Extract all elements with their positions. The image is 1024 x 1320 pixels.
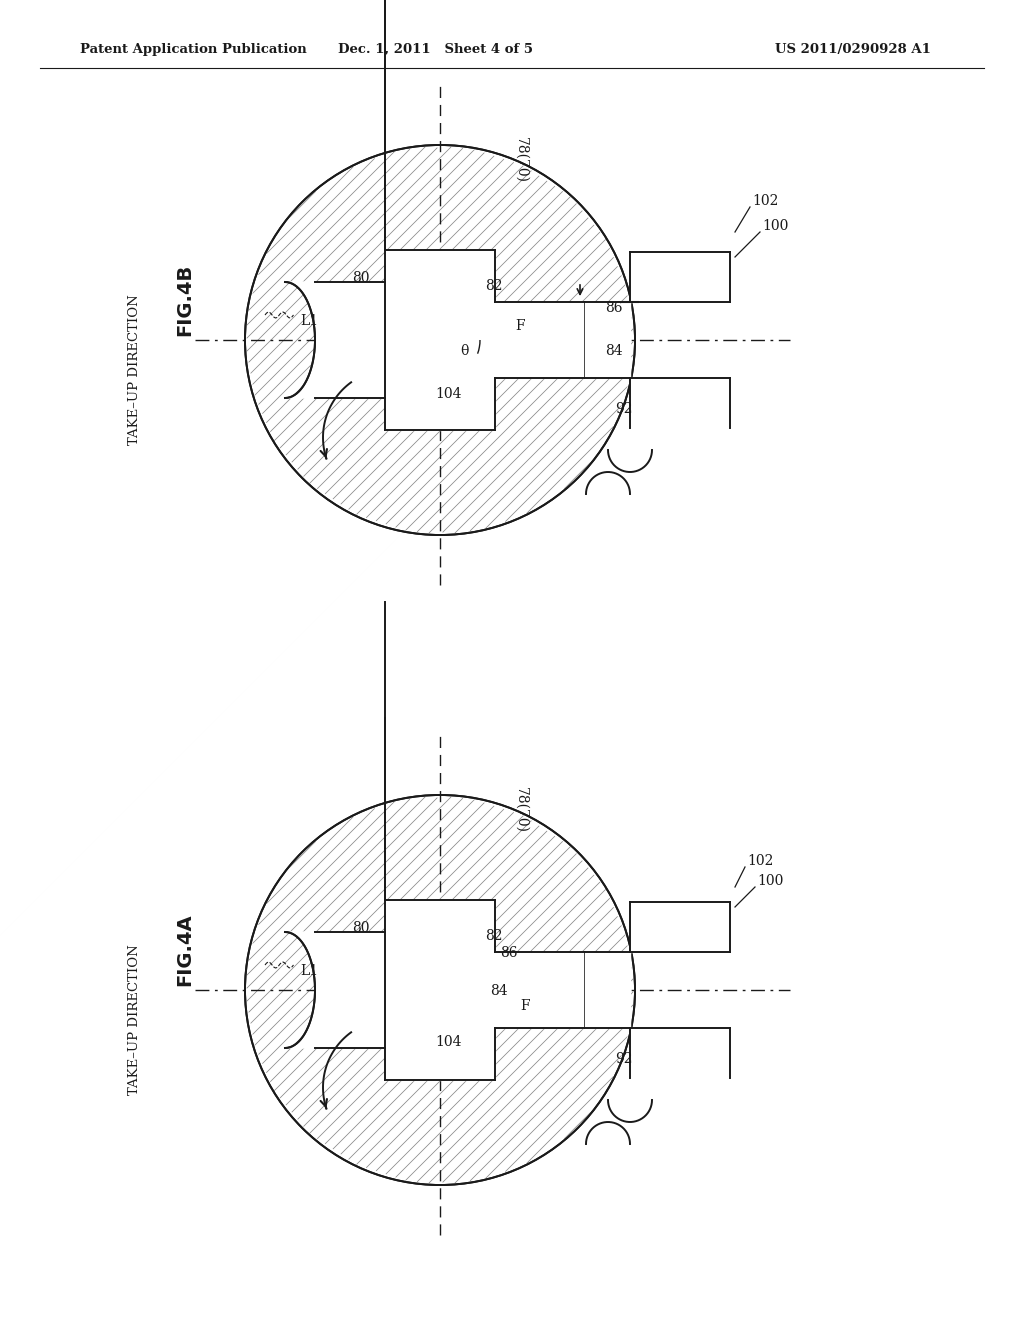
Polygon shape: [285, 932, 315, 1048]
Text: 84: 84: [605, 345, 623, 358]
Text: 82: 82: [485, 929, 503, 942]
Text: TAKE–UP DIRECTION: TAKE–UP DIRECTION: [128, 294, 141, 445]
Text: L1: L1: [300, 964, 318, 978]
Polygon shape: [630, 252, 730, 302]
Text: 102: 102: [746, 854, 773, 869]
Polygon shape: [385, 249, 495, 430]
Text: 80: 80: [352, 271, 370, 285]
Text: 78(70): 78(70): [514, 137, 528, 183]
Polygon shape: [585, 952, 630, 1028]
Polygon shape: [495, 952, 585, 1028]
Text: 92: 92: [615, 403, 633, 416]
Text: TAKE–UP DIRECTION: TAKE–UP DIRECTION: [128, 945, 141, 1096]
Text: 82: 82: [485, 279, 503, 293]
Text: 80: 80: [352, 920, 370, 935]
Polygon shape: [630, 902, 730, 952]
Text: F: F: [520, 999, 529, 1012]
Text: 100: 100: [762, 219, 788, 234]
Text: Dec. 1, 2011   Sheet 4 of 5: Dec. 1, 2011 Sheet 4 of 5: [338, 44, 532, 55]
Polygon shape: [315, 282, 385, 399]
Polygon shape: [585, 302, 630, 378]
Text: 102: 102: [752, 194, 778, 209]
Text: 104: 104: [435, 1035, 462, 1049]
Text: L1: L1: [300, 314, 318, 327]
Ellipse shape: [245, 795, 635, 1185]
Text: 104: 104: [435, 387, 462, 401]
Text: Patent Application Publication: Patent Application Publication: [80, 44, 307, 55]
Polygon shape: [630, 378, 730, 428]
Text: FIG.4B: FIG.4B: [175, 264, 195, 337]
Text: 86: 86: [500, 946, 517, 960]
Text: θ: θ: [460, 345, 468, 358]
Text: 92: 92: [615, 1052, 633, 1067]
Text: F: F: [515, 319, 524, 333]
Text: 86: 86: [605, 301, 623, 315]
Polygon shape: [630, 1028, 730, 1078]
Polygon shape: [285, 282, 315, 399]
Polygon shape: [385, 900, 495, 1080]
Text: US 2011/0290928 A1: US 2011/0290928 A1: [775, 44, 931, 55]
Text: 84: 84: [490, 983, 508, 998]
Text: 78(70): 78(70): [514, 787, 528, 833]
Ellipse shape: [245, 145, 635, 535]
Text: 100: 100: [757, 874, 783, 888]
Polygon shape: [495, 302, 585, 378]
Polygon shape: [315, 932, 385, 1048]
Text: FIG.4A: FIG.4A: [175, 913, 195, 986]
